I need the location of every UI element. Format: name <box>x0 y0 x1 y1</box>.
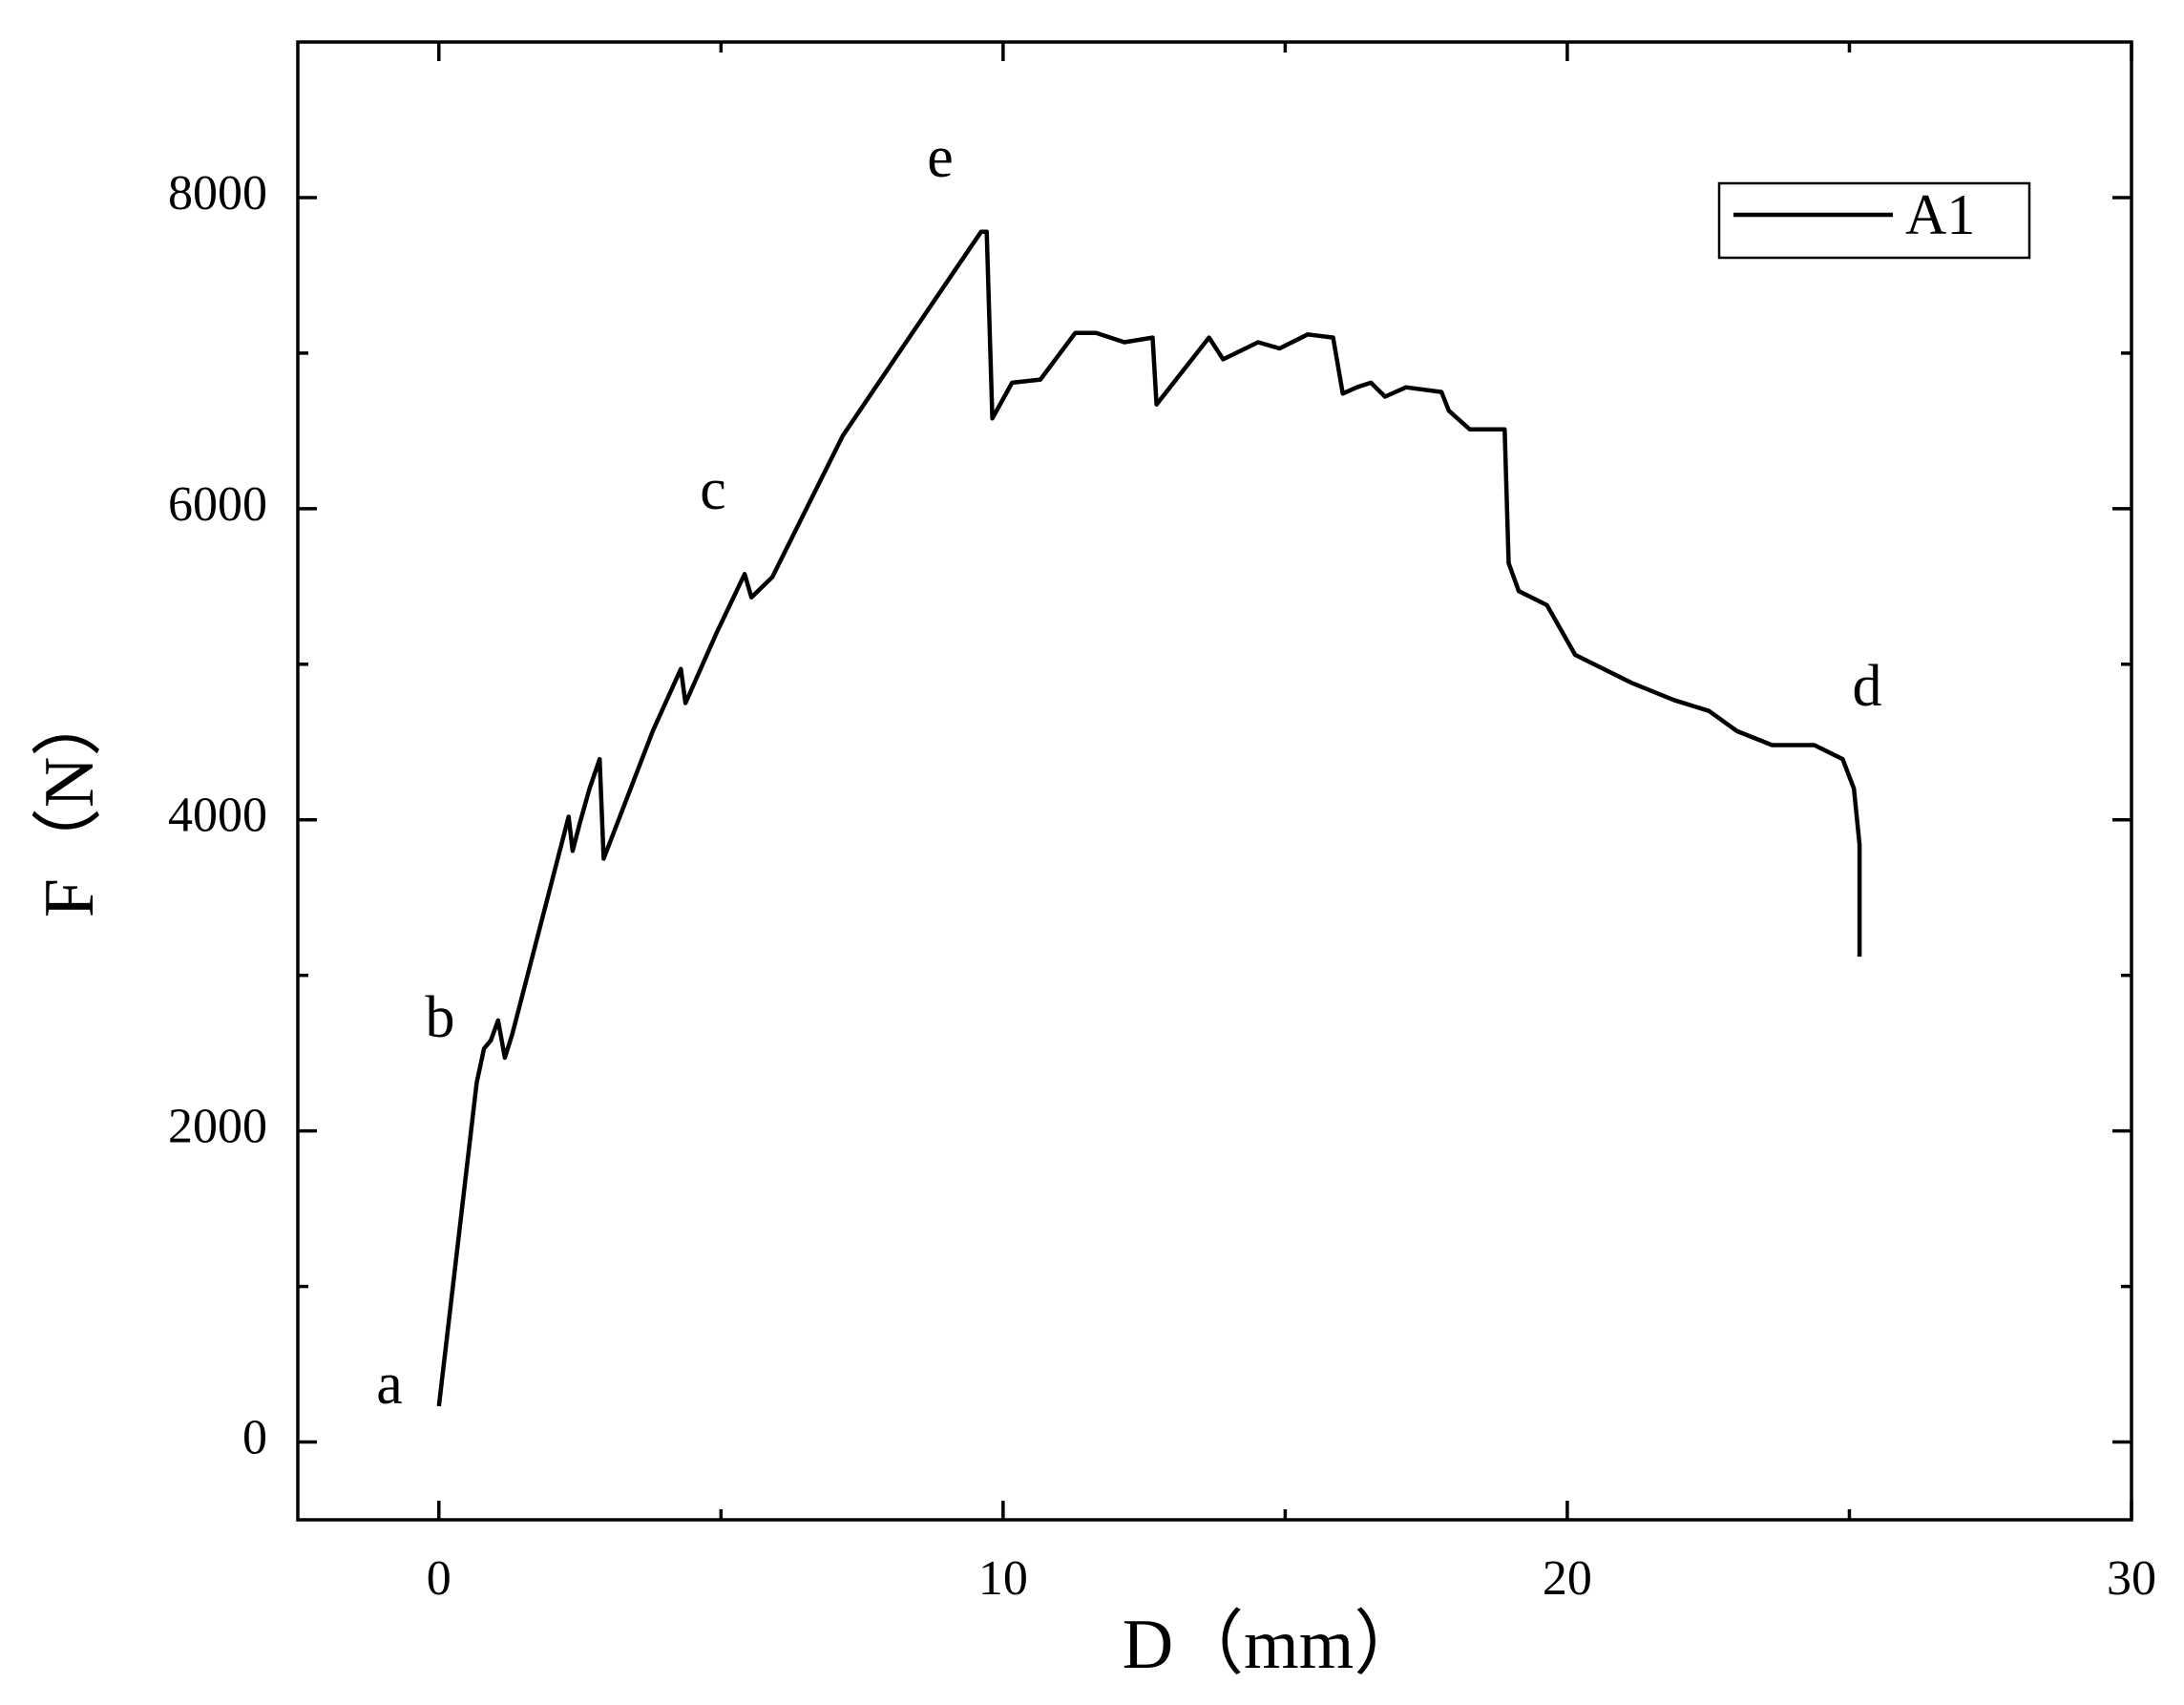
annotation: e <box>927 125 954 190</box>
y-axis-label: F（N） <box>31 686 109 918</box>
plot-frame <box>296 40 2133 1522</box>
y-tick-label: 6000 <box>168 477 267 532</box>
x-axis-label: D（mm） <box>1123 1606 1425 1684</box>
legend-label: A1 <box>1905 183 1975 246</box>
x-tick-label: 10 <box>978 1551 1028 1606</box>
x-tick-label: 0 <box>427 1551 452 1606</box>
y-tick-label: 0 <box>242 1410 267 1464</box>
y-tick-label: 8000 <box>168 166 267 221</box>
annotation: c <box>700 457 726 522</box>
annotation: b <box>426 985 455 1050</box>
x-tick-label: 20 <box>1543 1551 1592 1606</box>
annotation: a <box>376 1352 403 1417</box>
y-tick-label: 2000 <box>168 1100 267 1154</box>
legend-box <box>1717 181 2031 260</box>
x-tick-label: 30 <box>2107 1551 2156 1606</box>
annotation: d <box>1853 654 1882 719</box>
y-tick-label: 4000 <box>168 789 267 843</box>
data-line <box>436 229 1862 1407</box>
